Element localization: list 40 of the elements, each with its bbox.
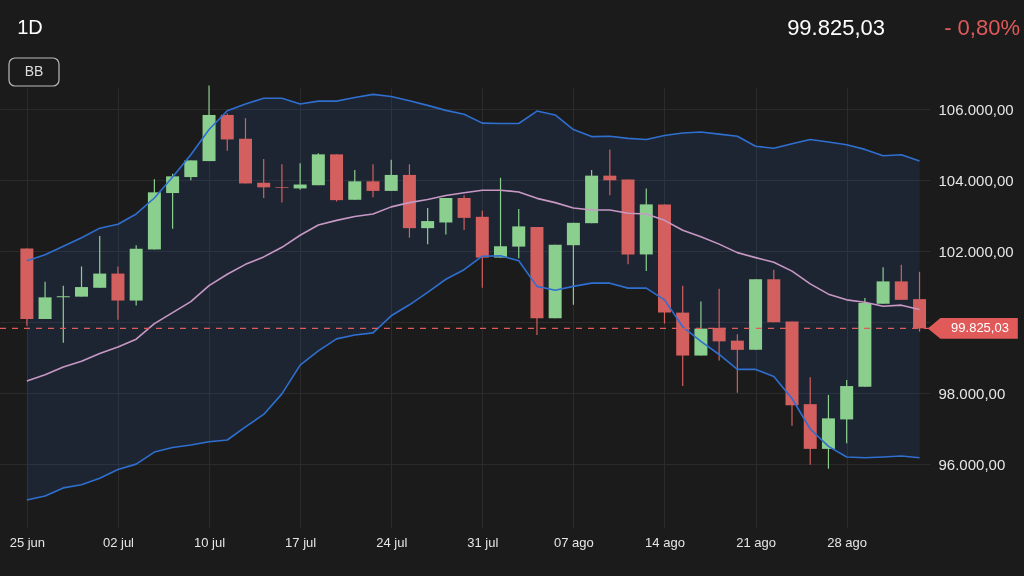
candlestick [566,222,580,306]
y-tick-label: 96.000,00 [938,455,1006,473]
candlestick [93,235,107,289]
x-tick-label: 24 jul [376,534,408,550]
x-tick-label: 07 ago [554,534,594,550]
text: BB [24,63,44,79]
candlestick [876,266,890,305]
y-tick-label: 98.000,00 [938,384,1006,402]
x-tick-label: 21 ago [736,534,776,550]
candlestick [894,264,908,301]
candlestick [38,281,52,320]
candlestick [75,265,89,298]
text: 99.825,03 [787,15,885,40]
candlestick [712,288,726,362]
x-tick-label: 25 jun [9,534,46,550]
candlestick [457,194,471,231]
x-tick-label: 10 jul [194,534,226,550]
candlestick [512,208,526,259]
candlestick [384,159,398,192]
candlestick [56,285,70,344]
x-tick-label: 14 ago [645,534,685,550]
candlestick [494,177,508,259]
candlestick [730,333,744,394]
y-tick-label: 106.000,00 [938,100,1014,118]
text: 1D [17,16,43,38]
y-tick-label: 104.000,00 [938,171,1014,189]
line-series [26,93,921,262]
candlestick [366,163,380,198]
candlestick [275,163,289,204]
x-tick-label: 17 jul [285,534,317,550]
x-tick-label: 28 ago [827,534,868,550]
ref-line-label: 99.825,03 [951,320,1009,336]
candlestick [184,159,198,181]
text: - 0,80% [944,15,1020,40]
y-tick-label: 102.000,00 [938,242,1014,260]
x-tick-label: 31 jul [467,534,499,550]
candlestick [421,207,435,245]
candlestick [348,169,362,201]
candlestick [166,173,180,230]
x-tick-label: 02 jul [102,534,135,550]
